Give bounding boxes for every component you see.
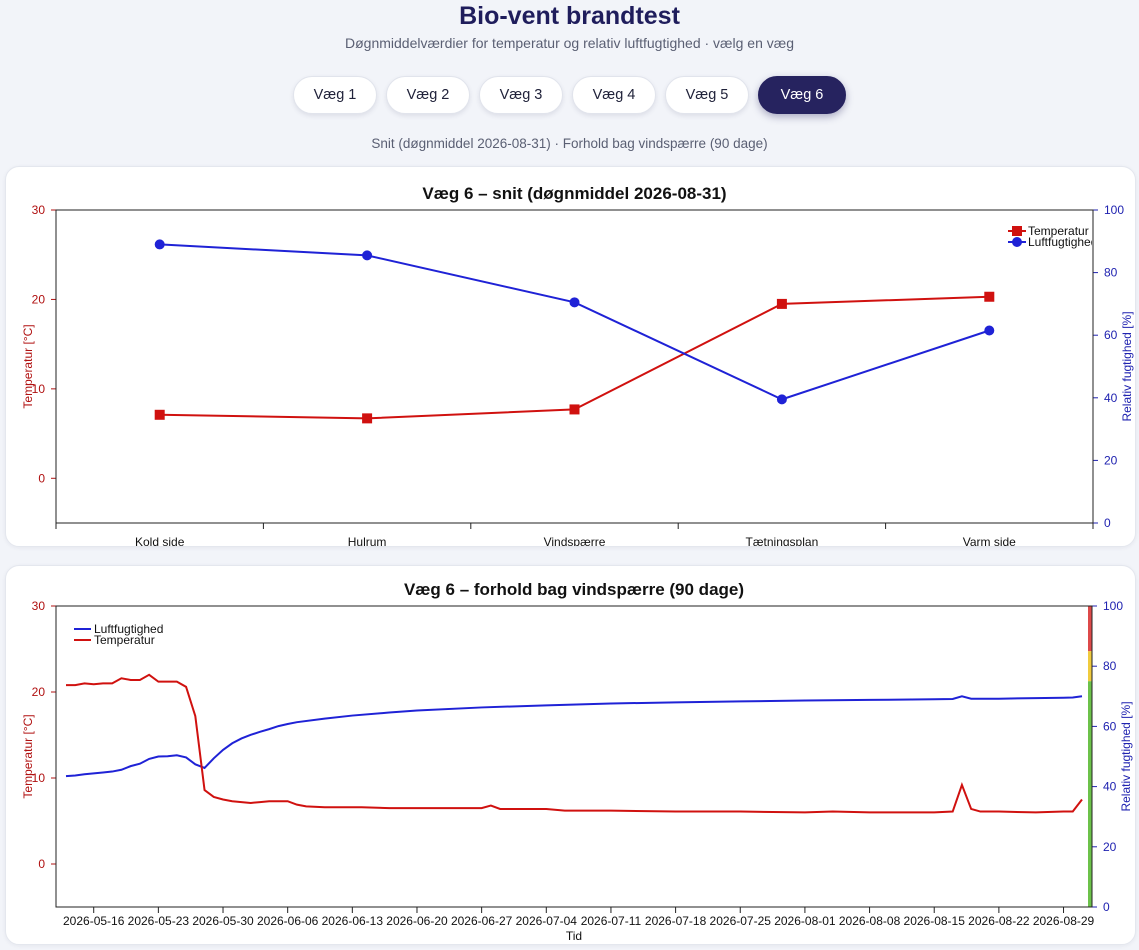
y-tick-label: 0 [38, 471, 45, 485]
x-tick-label: 2026-05-30 [192, 914, 254, 928]
y-tick-label: 10 [32, 771, 46, 785]
y2-tick-label: 40 [1104, 391, 1118, 405]
y2-axis-label: Relativ fugtighed [%] [1119, 701, 1133, 811]
tab-vaeg-6[interactable]: Væg 6 [758, 76, 846, 114]
humidity-band-green [1088, 681, 1092, 907]
legend-temperature-label: Temperatur [94, 633, 155, 647]
legend-humidity-swatch [1012, 237, 1022, 247]
x-tick-label: 2026-05-23 [128, 914, 190, 928]
x-tick-label: 2026-06-20 [386, 914, 448, 928]
humidity-series-line [65, 695, 1083, 778]
x-tick-label: 2026-07-04 [516, 914, 578, 928]
wall-tabs: Væg 1 Væg 2 Væg 3 Væg 4 Væg 5 Væg 6 [0, 76, 1139, 114]
x-tick-label: Hulrum [348, 535, 387, 546]
legend-temperature-label: Temperatur [1028, 224, 1089, 238]
x-tick-label: Vindspærre [544, 535, 606, 546]
humidity-point [776, 394, 787, 405]
temperature-point [984, 291, 995, 302]
selection-caption: Snit (døgnmiddel 2026-08-31) · Forhold b… [371, 136, 768, 151]
y2-tick-label: 80 [1104, 266, 1118, 280]
temperature-point [154, 409, 165, 420]
profile-chart-card: Væg 6 – snit (døgnmiddel 2026-08-31) 30 20… [5, 166, 1136, 547]
temperature-series-line [66, 673, 1083, 814]
page-subtitle: Døgnmiddelværdier for temperatur og rela… [345, 35, 794, 51]
timeseries-chart: Væg 6 – forhold bag vindspærre (90 dage)… [21, 580, 1133, 943]
page-title: Bio-vent brandtest [459, 2, 680, 30]
y-tick-label: 20 [32, 685, 46, 699]
y2-tick-label: 40 [1103, 780, 1117, 794]
temperature-point [776, 298, 787, 309]
tab-vaeg-4[interactable]: Væg 4 [572, 76, 656, 114]
y-tick-label: 30 [32, 599, 46, 613]
y2-tick-label: 60 [1103, 719, 1117, 733]
x-axis-label: Tid [566, 929, 582, 943]
x-tick-label: 2026-07-18 [645, 914, 707, 928]
y-tick-label: 30 [32, 203, 46, 217]
humidity-point [154, 239, 165, 250]
y2-axis-label: Relativ fugtighed [%] [1120, 311, 1134, 421]
y2-tick-label: 20 [1104, 453, 1118, 467]
plot-frame [55, 209, 1094, 524]
humidity-point [362, 250, 373, 261]
legend-humidity-label: Luftfugtighed [1028, 235, 1097, 249]
y-axis-label: Temperatur [°C] [21, 324, 35, 408]
humidity-point [984, 325, 995, 336]
legend-humidity-label: Luftfugtighed [94, 622, 163, 636]
y-tick-label: 20 [32, 292, 46, 306]
tab-vaeg-3[interactable]: Væg 3 [479, 76, 563, 114]
chart-title: Væg 6 – snit (døgnmiddel 2026-08-31) [422, 184, 726, 203]
humidity-point [569, 297, 580, 308]
y2-tick-label: 20 [1103, 840, 1117, 854]
y-axis-label: Temperatur [°C] [21, 714, 35, 798]
x-tick-label: 2026-08-29 [1033, 914, 1095, 928]
y2-tick-label: 100 [1104, 203, 1124, 217]
legend-temperature-swatch [1012, 226, 1022, 236]
chart-title: Væg 6 – forhold bag vindspærre (90 dage) [404, 580, 744, 599]
humidity-series-line [159, 243, 990, 401]
y2-tick-label: 60 [1104, 328, 1118, 342]
x-tick-label: 2026-06-13 [322, 914, 384, 928]
tab-vaeg-2[interactable]: Væg 2 [386, 76, 470, 114]
timeseries-chart-card: Væg 6 – forhold bag vindspærre (90 dage)… [5, 565, 1136, 945]
tab-vaeg-1[interactable]: Væg 1 [293, 76, 377, 114]
x-tick-label: Varm side [963, 535, 1016, 546]
y2-tick-label: 0 [1103, 900, 1110, 914]
x-tick-label: Tætningsplan [746, 535, 819, 546]
temperature-point [569, 404, 580, 415]
x-tick-label: 2026-07-25 [710, 914, 772, 928]
temperature-series-line [159, 295, 990, 420]
x-tick-label: 2026-08-22 [968, 914, 1030, 928]
y-tick-label: 10 [32, 382, 46, 396]
x-tick-label: 2026-07-11 [581, 914, 642, 928]
y-tick-label: 0 [38, 857, 45, 871]
humidity-band-red [1088, 606, 1092, 652]
tab-vaeg-5[interactable]: Væg 5 [665, 76, 749, 114]
temperature-point [362, 413, 373, 424]
x-tick-label: Kold side [135, 535, 185, 546]
x-tick-label: 2026-06-27 [451, 914, 513, 928]
y2-tick-label: 80 [1103, 659, 1117, 673]
plot-frame [55, 605, 1093, 908]
y2-tick-label: 0 [1104, 516, 1111, 530]
humidity-band-yellow [1088, 651, 1092, 682]
profile-chart: Væg 6 – snit (døgnmiddel 2026-08-31) 30 20… [21, 184, 1134, 546]
x-tick-label: 2026-08-15 [904, 914, 966, 928]
x-tick-label: 2026-08-01 [774, 914, 836, 928]
x-tick-label: 2026-06-06 [257, 914, 319, 928]
x-tick-label: 2026-08-08 [839, 914, 901, 928]
x-tick-label: 2026-05-16 [63, 914, 125, 928]
y2-tick-label: 100 [1103, 599, 1123, 613]
